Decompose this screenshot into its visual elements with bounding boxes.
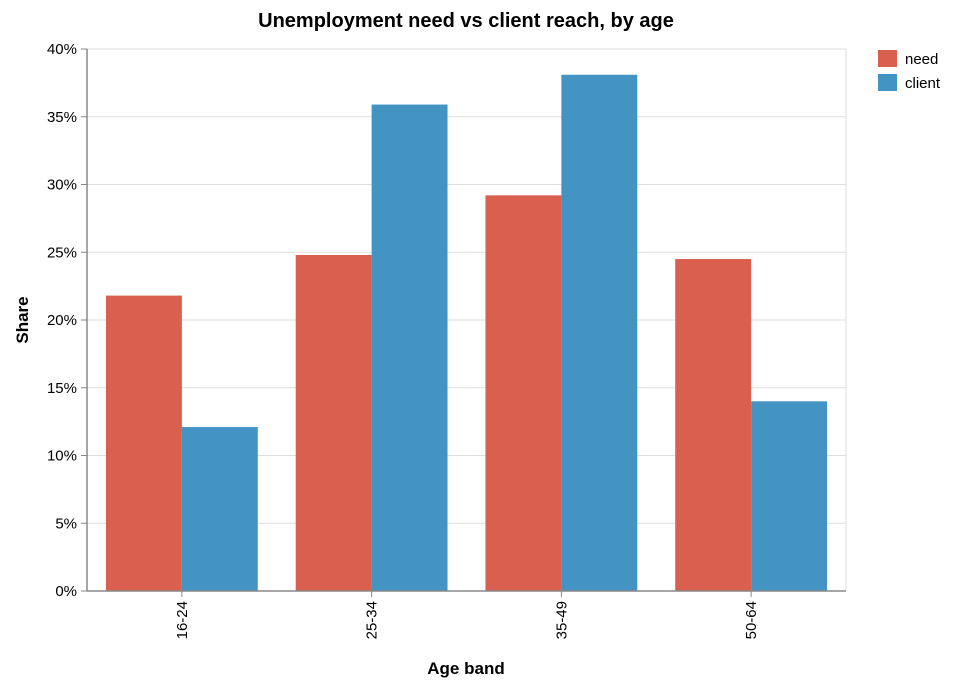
bar-need-25-34 <box>295 254 372 591</box>
chart-title: Unemployment need vs client reach, by ag… <box>258 10 674 32</box>
bar-need-50-64 <box>675 259 752 591</box>
y-tick-label: 35% <box>47 109 77 126</box>
x-axis-title: Age band <box>427 659 504 678</box>
bar-client-50-64 <box>751 401 828 591</box>
bar-need-16-24 <box>105 295 182 591</box>
y-tick-label: 40% <box>47 41 77 58</box>
axes: 0% 5% 10% 15% 20% 25% 30% 35% 40% 16-24 25-34 35-49… <box>47 41 846 639</box>
y-tick-label: 0% <box>55 583 77 600</box>
bar-need-35-49 <box>485 195 562 591</box>
x-tick-label: 50-64 <box>743 601 760 639</box>
y-tick-label: 5% <box>55 515 77 532</box>
x-tick-label: 25-34 <box>364 601 381 639</box>
legend: need client <box>878 50 941 92</box>
y-tick-label: 25% <box>47 244 77 261</box>
y-axis-title: Share <box>13 296 32 343</box>
x-tick-label: 35-49 <box>553 601 570 639</box>
y-tick-label: 30% <box>47 177 77 194</box>
x-tick-label: 16-24 <box>174 601 191 639</box>
legend-swatch-client <box>878 74 897 91</box>
bar-client-16-24 <box>181 427 258 591</box>
bar-client-35-49 <box>561 74 638 592</box>
legend-label-need: need <box>905 51 938 68</box>
y-tick-label: 15% <box>47 380 77 397</box>
legend-label-client: client <box>905 75 941 92</box>
legend-swatch-need <box>878 50 897 67</box>
bar-client-25-34 <box>371 104 448 592</box>
y-tick-label: 20% <box>47 312 77 329</box>
bars <box>105 74 828 592</box>
y-tick-label: 10% <box>47 448 77 465</box>
